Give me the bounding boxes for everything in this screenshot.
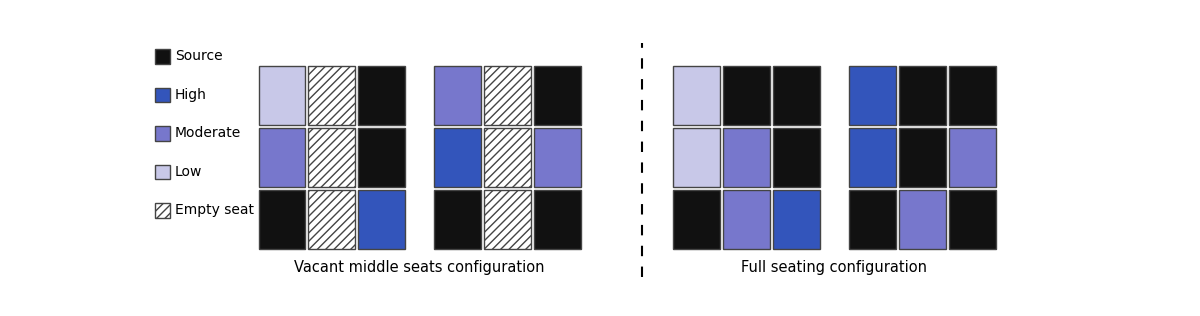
Text: Moderate: Moderate xyxy=(175,126,241,140)
Bar xyxy=(258,190,305,249)
Bar xyxy=(949,128,996,187)
Bar xyxy=(850,128,895,187)
Bar xyxy=(156,126,170,141)
Text: Vacant middle seats configuration: Vacant middle seats configuration xyxy=(294,260,545,275)
Bar xyxy=(773,66,820,125)
Bar xyxy=(850,66,895,125)
Bar xyxy=(485,66,530,125)
Bar xyxy=(673,66,720,125)
Bar xyxy=(673,190,720,249)
Bar xyxy=(359,66,404,125)
Bar xyxy=(773,128,820,187)
Bar xyxy=(949,66,996,125)
Bar xyxy=(258,66,305,125)
Bar xyxy=(534,190,581,249)
Bar xyxy=(434,66,481,125)
Bar xyxy=(359,190,404,249)
Bar xyxy=(308,66,355,125)
Bar xyxy=(899,66,946,125)
Bar xyxy=(949,190,996,249)
Bar xyxy=(434,128,481,187)
Bar xyxy=(156,203,170,218)
Bar xyxy=(534,128,581,187)
Bar xyxy=(724,190,769,249)
Bar xyxy=(156,88,170,102)
Text: Source: Source xyxy=(175,49,222,64)
Bar xyxy=(308,190,355,249)
Bar xyxy=(724,128,769,187)
Text: Empty seat: Empty seat xyxy=(175,204,254,217)
Text: High: High xyxy=(175,88,206,102)
Bar xyxy=(724,66,769,125)
Bar xyxy=(434,190,481,249)
Bar xyxy=(359,128,404,187)
Bar xyxy=(156,49,170,64)
Text: Full seating configuration: Full seating configuration xyxy=(742,260,928,275)
Bar xyxy=(850,190,895,249)
Bar xyxy=(258,128,305,187)
Bar xyxy=(485,190,530,249)
Text: Low: Low xyxy=(175,165,202,179)
Bar xyxy=(156,165,170,179)
Bar xyxy=(899,190,946,249)
Bar xyxy=(773,190,820,249)
Bar xyxy=(673,128,720,187)
Bar xyxy=(534,66,581,125)
Bar xyxy=(899,128,946,187)
Bar xyxy=(308,128,355,187)
Bar xyxy=(485,128,530,187)
